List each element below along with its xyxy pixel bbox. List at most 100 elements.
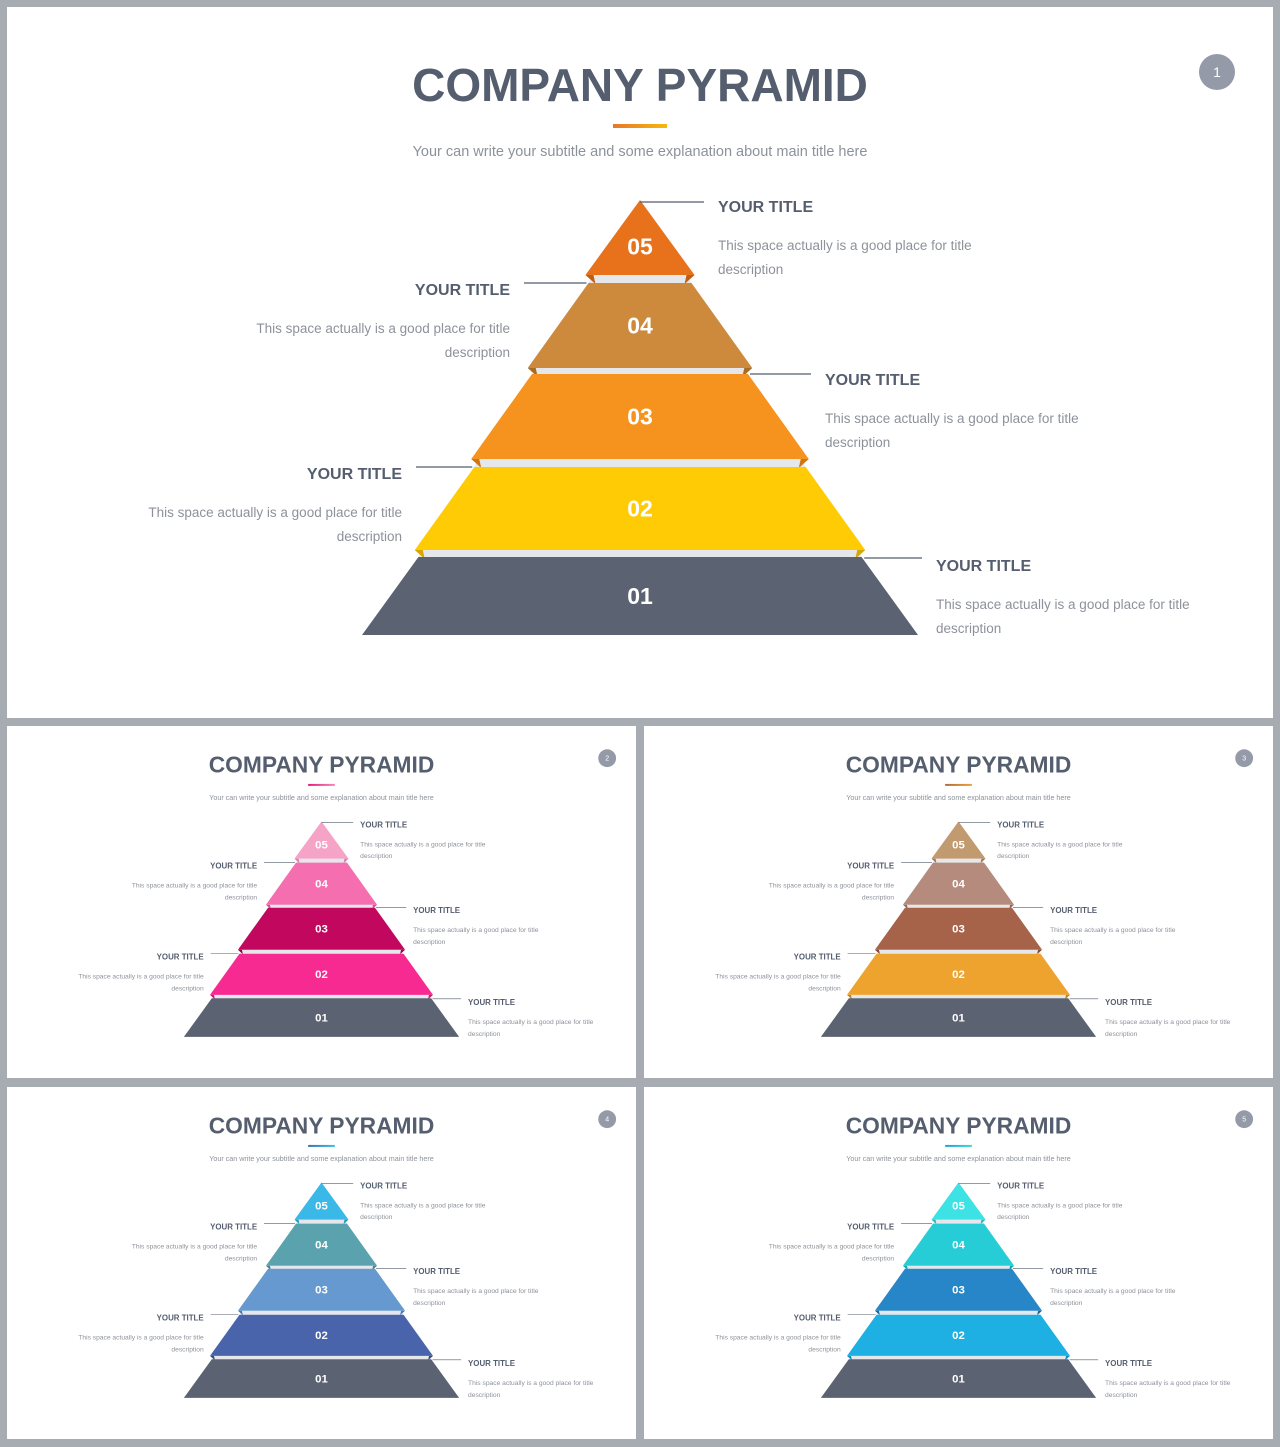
tier-description-continued: description (1050, 939, 1083, 946)
tier-title: YOUR TITLE (997, 820, 1044, 829)
tier-number: 02 (315, 969, 328, 981)
pyramid-tier-04[interactable]: 04 (265, 862, 378, 910)
pyramid-tier-05[interactable]: 05 (931, 821, 986, 864)
pyramid-tier-03[interactable]: 03 (237, 907, 406, 955)
tier-title: YOUR TITLE (936, 558, 1031, 575)
page-subtitle: Your can write your subtitle and some ex… (846, 1155, 1071, 1163)
tier-title: YOUR TITLE (997, 1181, 1044, 1190)
page-title: COMPANY PYRAMID (412, 59, 868, 111)
pyramid-tier-03[interactable]: 03 (471, 374, 809, 468)
tier-description-continued: description (862, 1255, 895, 1262)
pyramid-tier-01[interactable]: 01 (362, 557, 918, 635)
slide-thumbnail-4[interactable]: 4 COMPANY PYRAMID Your can write your subt… (7, 1087, 636, 1439)
slide-thumbnail-5[interactable]: 5 COMPANY PYRAMID Your can write your subt… (644, 1087, 1273, 1439)
slide-canvas: 2 COMPANY PYRAMID Your can write your subt… (78, 749, 617, 1038)
page-number-badge: 5 (1235, 1110, 1254, 1129)
pyramid-tier-01[interactable]: 01 (183, 1359, 460, 1398)
tier-description-continued: description (360, 853, 393, 860)
page-number-badge: 2 (598, 749, 617, 768)
tier-shape (820, 998, 1097, 1037)
pyramid-tier-03[interactable]: 03 (874, 907, 1043, 955)
pyramid-tier-05[interactable]: 05 (931, 1182, 986, 1225)
page-number-badge: 3 (1235, 749, 1254, 768)
tier-description-continued: description (808, 1346, 841, 1353)
tier-label-05: YOUR TITLE This space actually is a good … (321, 1181, 486, 1221)
pyramid-tier-05[interactable]: 05 (585, 200, 695, 284)
page-number: 1 (1213, 64, 1221, 80)
pyramid-tier-02[interactable]: 02 (846, 1314, 1071, 1361)
tier-description-continued: description (468, 1392, 501, 1399)
tier-title: YOUR TITLE (718, 199, 813, 216)
tier-description: This space actually is a good place for … (148, 505, 402, 520)
pyramid-tier-04[interactable]: 04 (265, 1223, 378, 1271)
tier-label-03: YOUR TITLE This space actually is a good … (1012, 1267, 1176, 1307)
tier-shape (471, 374, 809, 459)
tier-number: 03 (627, 404, 653, 430)
tier-label-01: YOUR TITLE This space actually is a good … (864, 557, 1190, 636)
tier-description-continued: description (337, 529, 402, 544)
pyramid-tier-04[interactable]: 04 (902, 862, 1015, 910)
tier-description: This space actually is a good place for … (715, 1334, 841, 1341)
pyramid-tier-02[interactable]: 02 (414, 467, 866, 559)
pyramid-tier-02[interactable]: 02 (846, 953, 1071, 1000)
tier-description: This space actually is a good place for … (997, 841, 1123, 848)
tier-title: YOUR TITLE (157, 1314, 204, 1323)
tier-number: 01 (315, 1013, 328, 1025)
pyramid-tier-03[interactable]: 03 (874, 1268, 1043, 1316)
tier-title: YOUR TITLE (413, 1267, 460, 1276)
tier-shape (931, 821, 986, 859)
pyramid-tier-04[interactable]: 04 (527, 283, 753, 377)
tier-label-03: YOUR TITLE This space actually is a good … (750, 372, 1079, 450)
pyramid: 05 04 03 02 01 (362, 200, 918, 635)
tier-description: This space actually is a good place for … (468, 1019, 594, 1026)
tier-number: 01 (952, 1013, 965, 1025)
tier-description-continued: description (808, 985, 841, 992)
tier-title: YOUR TITLE (1105, 1359, 1152, 1368)
pyramid-tier-02[interactable]: 02 (209, 1314, 434, 1361)
page-title: COMPANY PYRAMID (209, 752, 435, 778)
pyramid-tier-02[interactable]: 02 (209, 953, 434, 1000)
pyramid-tier-03[interactable]: 03 (237, 1268, 406, 1316)
tier-shape (237, 907, 406, 950)
tier-number: 05 (315, 840, 328, 852)
tier-number: 02 (627, 496, 653, 522)
tier-title: YOUR TITLE (847, 862, 894, 871)
tier-number: 01 (627, 583, 653, 609)
pyramid-tier-01[interactable]: 01 (820, 998, 1097, 1037)
pyramid-tier-01[interactable]: 01 (820, 1359, 1097, 1398)
tier-description-continued: description (718, 262, 783, 277)
tier-title: YOUR TITLE (468, 1359, 515, 1368)
tier-number: 02 (952, 969, 965, 981)
tier-shape (902, 862, 1015, 905)
tier-description: This space actually is a good place for … (1105, 1019, 1231, 1026)
tier-number: 05 (315, 1201, 328, 1213)
tier-label-04: YOUR TITLE This space actually is a good … (132, 862, 296, 901)
tier-number: 04 (952, 1240, 965, 1252)
tier-description: This space actually is a good place for … (78, 1334, 204, 1341)
page-title: COMPANY PYRAMID (846, 752, 1072, 778)
slide-canvas: 4 COMPANY PYRAMID Your can write your subt… (78, 1110, 617, 1399)
tier-shape (362, 557, 918, 635)
slide-thumbnail-3[interactable]: 3 COMPANY PYRAMID Your can write your subt… (644, 726, 1273, 1078)
tier-label-03: YOUR TITLE This space actually is a good … (375, 906, 539, 946)
pyramid-tier-04[interactable]: 04 (902, 1223, 1015, 1271)
slide-canvas: 3 COMPANY PYRAMID Your can write your subt… (715, 749, 1254, 1038)
title-accent-bar (308, 783, 335, 786)
tier-description: This space actually is a good place for … (936, 597, 1190, 612)
page-subtitle: Your can write your subtitle and some ex… (413, 144, 868, 160)
tier-label-04: YOUR TITLE This space actually is a good … (769, 862, 933, 901)
pyramid-tier-01[interactable]: 01 (183, 998, 460, 1037)
tier-shape (265, 1223, 378, 1266)
slide-main[interactable]: 1 COMPANY PYRAMID Your can write your subt… (7, 7, 1273, 718)
title-accent-bar (945, 783, 972, 786)
tier-title: YOUR TITLE (307, 466, 402, 483)
tier-number: 03 (315, 1285, 328, 1297)
tier-label-03: YOUR TITLE This space actually is a good … (1012, 906, 1176, 946)
tier-shape (846, 1314, 1071, 1356)
tier-title: YOUR TITLE (210, 1223, 257, 1232)
page-number: 5 (1242, 1117, 1246, 1124)
tier-title: YOUR TITLE (847, 1223, 894, 1232)
slide-thumbnail-2[interactable]: 2 COMPANY PYRAMID Your can write your subt… (7, 726, 636, 1078)
pyramid-tier-05[interactable]: 05 (294, 821, 349, 864)
pyramid-tier-05[interactable]: 05 (294, 1182, 349, 1225)
